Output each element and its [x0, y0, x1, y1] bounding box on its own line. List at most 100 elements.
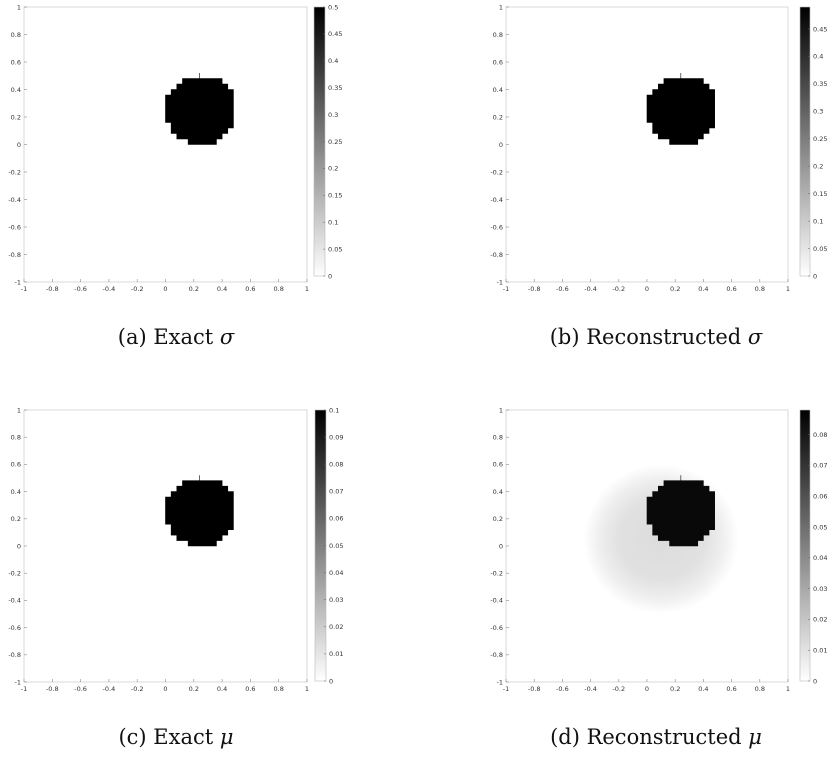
colorbar-tick-label: 0.02 [813, 616, 827, 624]
x-tick-label: -0.6 [556, 285, 569, 293]
x-tick-label: -1 [503, 685, 509, 693]
x-tick-label: -0.8 [46, 685, 59, 693]
x-tick-label: 0.8 [755, 685, 765, 693]
x-tick-label: 1 [786, 285, 790, 293]
y-tick-label: -0.6 [8, 223, 21, 231]
y-tick-label: -0.4 [490, 196, 503, 204]
caption-symbol: μ [220, 725, 234, 749]
x-tick-label: 0.2 [189, 285, 199, 293]
x-tick-label: 0.2 [670, 685, 680, 693]
x-tick-label: -1 [21, 685, 27, 693]
x-tick-label: 1 [786, 685, 790, 693]
colorbar-tick-label: 0.01 [329, 650, 343, 658]
y-tick-label: 0.4 [493, 488, 503, 496]
x-tick-label: 1 [305, 685, 309, 693]
colorbar [799, 6, 811, 277]
y-tick-label: 0.4 [11, 86, 21, 94]
y-tick-label: 0 [17, 141, 21, 149]
y-tick-label: 0.6 [493, 461, 503, 469]
x-tick-label: -0.4 [584, 685, 597, 693]
x-tick-label: 0.6 [726, 285, 736, 293]
y-tick-label: -0.8 [8, 651, 21, 659]
x-tick-label: -0.2 [612, 685, 625, 693]
x-tick-label: -0.6 [74, 285, 87, 293]
y-tick-label: 1 [17, 406, 21, 414]
caption-d: (d) Reconstructed μ [550, 725, 762, 749]
y-tick-label: -0.8 [8, 251, 21, 259]
x-tick-label: -0.2 [131, 685, 144, 693]
colorbar-tick-label: 0.2 [813, 163, 823, 171]
colorbar-tick-label: 0.04 [813, 554, 827, 562]
colorbar-tick-label: 0.1 [813, 217, 823, 225]
caption-label: (d) Reconstructed [550, 725, 748, 749]
x-tick-label: -0.2 [612, 285, 625, 293]
x-tick-label: 0.6 [245, 285, 255, 293]
x-tick-label: 0 [645, 685, 649, 693]
plot-area [24, 7, 307, 282]
y-tick-label: 0 [499, 141, 503, 149]
colorbar-tick-label: 0.45 [328, 30, 342, 38]
inclusion-disk [646, 73, 715, 145]
colorbar-tick-label: 0.3 [328, 111, 338, 119]
colorbar-tick-label: 0 [328, 272, 332, 280]
colorbar-tick-label: 0.3 [813, 108, 823, 116]
y-tick-label: 0.2 [493, 515, 503, 523]
x-tick-label: 0.2 [670, 285, 680, 293]
x-tick-label: 0.8 [274, 685, 284, 693]
colorbar-tick-label: 0 [813, 677, 817, 685]
x-tick-label: 0 [645, 285, 649, 293]
colorbar-tick-label: 0.05 [813, 523, 827, 531]
colorbar-tick-label: 0.1 [328, 219, 338, 227]
x-tick-label: -0.4 [103, 685, 116, 693]
colorbar-tick-label: 0.4 [813, 53, 823, 61]
y-tick-label: -0.2 [490, 168, 503, 176]
y-tick-label: -0.6 [490, 223, 503, 231]
colorbar-tick-label: 0.05 [328, 245, 342, 253]
x-tick-label: -0.4 [584, 285, 597, 293]
y-tick-label: -0.2 [8, 168, 21, 176]
colorbar-tick-label: 0.15 [813, 190, 827, 198]
colorbar-tick-label: 0.06 [329, 515, 343, 523]
plot-area [24, 410, 307, 682]
x-tick-label: -0.8 [46, 285, 59, 293]
colorbar-tick-label: 0.1 [329, 406, 339, 414]
y-tick-label: -0.2 [490, 570, 503, 578]
colorbar-tick-label: 0.08 [329, 461, 343, 469]
y-tick-label: 0.2 [11, 113, 21, 121]
x-tick-label: -0.6 [556, 685, 569, 693]
y-tick-label: 0.6 [493, 58, 503, 66]
x-tick-label: 0.8 [755, 285, 765, 293]
colorbar-tick-label: 0.04 [329, 569, 343, 577]
inclusion-disk [646, 475, 715, 547]
y-tick-label: 1 [17, 3, 21, 11]
plot-area [506, 7, 788, 282]
x-tick-label: -0.4 [103, 285, 116, 293]
x-tick-label: 0.4 [217, 685, 227, 693]
x-tick-label: -1 [21, 285, 27, 293]
caption-label: (c) Exact [118, 725, 219, 749]
x-tick-label: 0 [163, 285, 167, 293]
y-tick-label: -0.2 [8, 570, 21, 578]
x-tick-label: 0.4 [217, 285, 227, 293]
y-tick-label: 0.6 [11, 461, 21, 469]
caption-c: (c) Exact μ [118, 725, 233, 749]
colorbar-tick-label: 0.15 [328, 192, 342, 200]
y-tick-label: -0.6 [8, 624, 21, 632]
y-tick-label: -0.6 [490, 624, 503, 632]
x-tick-label: 0 [163, 685, 167, 693]
caption-a: (a) Exact σ [118, 325, 235, 349]
x-tick-label: 0.6 [245, 685, 255, 693]
inclusion-disk [165, 475, 234, 547]
panel-b: -1 -0.8 -0.6 -0.4 -0.2 0 0.2 0.4 0.6 0.8 1 1 0.8 0.6 0… [490, 3, 827, 349]
colorbar-tick-label: 0.05 [329, 542, 343, 550]
x-tick-label: 0.4 [698, 285, 708, 293]
colorbar-tick-label: 0.02 [329, 623, 343, 631]
inclusion-disk [165, 73, 234, 145]
y-tick-label: 0.6 [11, 58, 21, 66]
y-tick-label: 0.8 [493, 31, 503, 39]
colorbar-tick-label: 0.45 [813, 25, 827, 33]
colorbar-tick-label: 0.05 [813, 245, 827, 253]
colorbar-tick-label: 0.03 [329, 596, 343, 604]
y-tick-label: -0.4 [8, 196, 21, 204]
